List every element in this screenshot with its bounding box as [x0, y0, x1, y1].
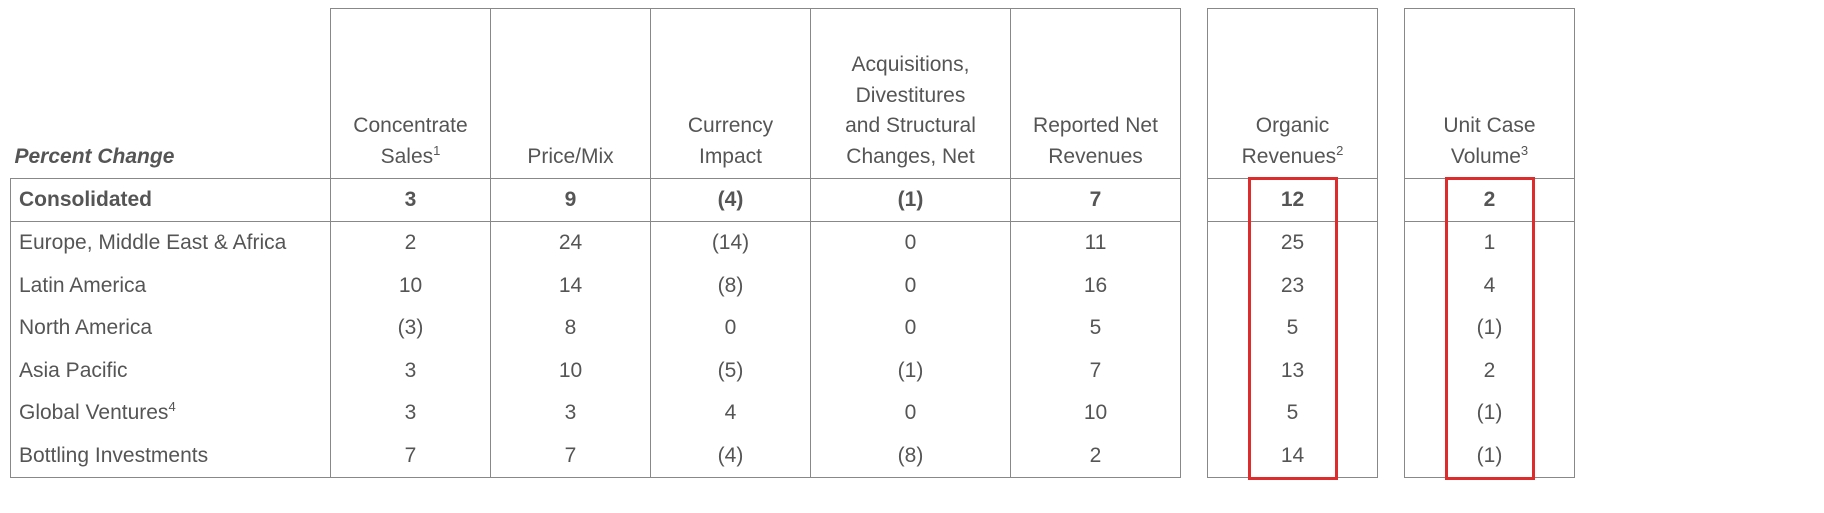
cell: 5: [1011, 307, 1181, 349]
segment-row: North America(3)8005: [11, 307, 1181, 349]
segment-row: Europe, Middle East & Africa224(14)011: [11, 222, 1181, 265]
cell: 25: [1208, 222, 1378, 265]
segment-row: 14: [1208, 435, 1378, 478]
segment-row: 5: [1208, 307, 1378, 349]
row-label: Global Ventures4: [11, 392, 331, 434]
cell: 10: [331, 265, 491, 307]
cell: 12: [1208, 179, 1378, 222]
row-consolidated: Consolidated 3 9 (4) (1) 7: [11, 179, 1181, 222]
segment-row: 2: [1405, 350, 1575, 392]
table-title: Percent Change: [11, 9, 331, 179]
segment-row: 4: [1405, 265, 1575, 307]
col-header-concentrate-sales: ConcentrateSales1: [331, 9, 491, 179]
col-header-acq-div: Acquisitions,Divestituresand StructuralC…: [811, 9, 1011, 179]
segment-row: 5: [1208, 392, 1378, 434]
segment-row: 25: [1208, 222, 1378, 265]
segment-row: 23: [1208, 265, 1378, 307]
col-header-organic: OrganicRevenues2: [1208, 9, 1378, 179]
cell: 4: [1405, 265, 1575, 307]
cell: 9: [491, 179, 651, 222]
segment-row: (1): [1405, 392, 1575, 434]
cell: 4: [651, 392, 811, 434]
cell: 10: [491, 350, 651, 392]
row-label: Consolidated: [11, 179, 331, 222]
table-wrapper: Percent Change ConcentrateSales1 Price/M…: [10, 8, 1814, 478]
cell: 5: [1208, 392, 1378, 434]
cell: 23: [1208, 265, 1378, 307]
main-table: Percent Change ConcentrateSales1 Price/M…: [10, 8, 1181, 478]
cell: 7: [1011, 350, 1181, 392]
cell: (1): [811, 179, 1011, 222]
cell: (1): [1405, 435, 1575, 478]
cell: (3): [331, 307, 491, 349]
cell: 14: [1208, 435, 1378, 478]
cell: (1): [1405, 307, 1575, 349]
cell: 0: [811, 392, 1011, 434]
cell: (8): [651, 265, 811, 307]
cell: 2: [1405, 179, 1575, 222]
cell: 3: [491, 392, 651, 434]
cell: (1): [811, 350, 1011, 392]
cell: 0: [811, 307, 1011, 349]
segment-row: (1): [1405, 307, 1575, 349]
row-label: Bottling Investments: [11, 435, 331, 478]
col-header-reported-net: Reported NetRevenues: [1011, 9, 1181, 179]
segment-row: 1: [1405, 222, 1575, 265]
cell: (4): [651, 179, 811, 222]
cell: 8: [491, 307, 651, 349]
cell: (14): [651, 222, 811, 265]
cell: 3: [331, 392, 491, 434]
col-header-price-mix: Price/Mix: [491, 9, 651, 179]
cell: 7: [1011, 179, 1181, 222]
cell: 14: [491, 265, 651, 307]
cell: (8): [811, 435, 1011, 478]
segment-row: 13: [1208, 350, 1378, 392]
cell: 24: [491, 222, 651, 265]
segment-row: Asia Pacific310(5)(1)7: [11, 350, 1181, 392]
row-label: Latin America: [11, 265, 331, 307]
cell: 0: [811, 222, 1011, 265]
cell: 10: [1011, 392, 1181, 434]
cell: 7: [331, 435, 491, 478]
segment-row: Latin America1014(8)016: [11, 265, 1181, 307]
segment-row: Global Ventures4334010: [11, 392, 1181, 434]
segment-row: (1): [1405, 435, 1575, 478]
cell: 11: [1011, 222, 1181, 265]
cell: 3: [331, 350, 491, 392]
col-header-currency-impact: CurrencyImpact: [651, 9, 811, 179]
segment-row: Bottling Investments77(4)(8)2: [11, 435, 1181, 478]
cell: 5: [1208, 307, 1378, 349]
unitcase-column-block: Unit CaseVolume3 2 14(1)2(1)(1): [1404, 8, 1575, 478]
organic-column-block: OrganicRevenues2 12 2523513514: [1207, 8, 1378, 478]
cell: 2: [1405, 350, 1575, 392]
row-label: North America: [11, 307, 331, 349]
cell: 7: [491, 435, 651, 478]
cell: 3: [331, 179, 491, 222]
cell: 0: [811, 265, 1011, 307]
row-label: Europe, Middle East & Africa: [11, 222, 331, 265]
cell: 0: [651, 307, 811, 349]
cell: (4): [651, 435, 811, 478]
col-header-unit-case: Unit CaseVolume3: [1405, 9, 1575, 179]
cell: 13: [1208, 350, 1378, 392]
cell: (5): [651, 350, 811, 392]
cell: 1: [1405, 222, 1575, 265]
cell: 2: [1011, 435, 1181, 478]
cell: (1): [1405, 392, 1575, 434]
cell: 16: [1011, 265, 1181, 307]
row-label: Asia Pacific: [11, 350, 331, 392]
cell: 2: [331, 222, 491, 265]
